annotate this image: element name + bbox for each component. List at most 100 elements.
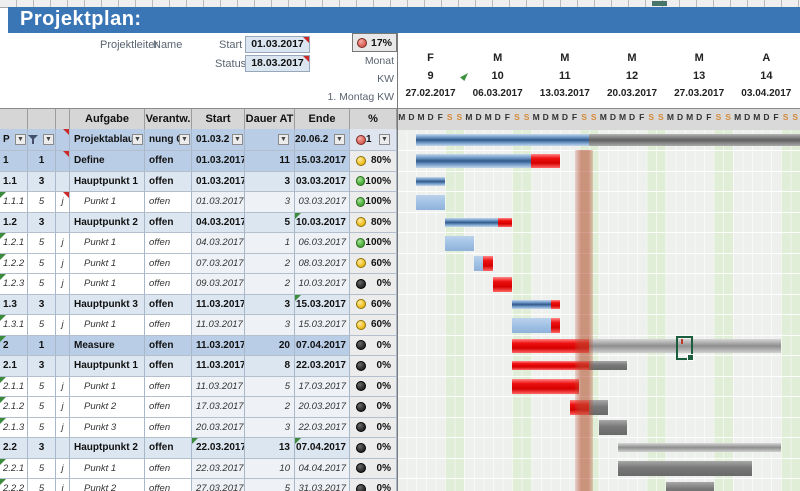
task-id-cell[interactable]: 2.2 — [0, 438, 28, 459]
task-name-cell[interactable]: Hauptpunkt 2 — [70, 212, 145, 233]
task-ende-cell[interactable]: 22.03.2017 — [295, 356, 350, 377]
task-status-cell[interactable]: offen — [145, 356, 192, 377]
filter-dropdown-button[interactable]: ▼ — [278, 134, 289, 145]
task-ende-cell[interactable]: 17.03.2017 — [295, 376, 350, 397]
task-name-cell[interactable]: Hauptpunkt 1 — [70, 171, 145, 192]
task-ende-cell[interactable]: 10.03.2017 — [295, 274, 350, 295]
active-cell-cursor[interactable] — [676, 336, 694, 361]
task-flag-cell[interactable] — [56, 151, 70, 172]
task-prio-cell[interactable]: 5 — [28, 315, 56, 336]
task-name-cell[interactable]: Punkt 1 — [70, 376, 145, 397]
task-flag-cell[interactable]: j — [56, 376, 70, 397]
task-prio-cell[interactable]: 5 — [28, 417, 56, 438]
task-percent-cell[interactable]: 100% — [350, 233, 397, 254]
task-prio-cell[interactable]: 5 — [28, 458, 56, 479]
task-name-cell[interactable]: Punkt 1 — [70, 274, 145, 295]
task-id-cell[interactable]: 1.3 — [0, 294, 28, 315]
task-flag-cell[interactable] — [56, 438, 70, 459]
gantt-row-1.1[interactable] — [397, 172, 800, 192]
task-flag-cell[interactable]: j — [56, 233, 70, 254]
task-prio-cell[interactable]: 3 — [28, 212, 56, 233]
task-name-cell[interactable]: Punkt 1 — [70, 192, 145, 213]
fill-handle[interactable] — [687, 354, 694, 361]
task-dauer-cell[interactable]: 3 — [245, 192, 295, 213]
task-name-cell[interactable]: Hauptpunkt 3 — [70, 294, 145, 315]
task-status-cell[interactable]: offen — [145, 335, 192, 356]
gantt-row-1.2.3[interactable] — [397, 274, 800, 295]
filter-dropdown-button[interactable]: ▼ — [179, 134, 190, 145]
task-percent-cell[interactable]: 0% — [350, 335, 397, 356]
task-start-cell[interactable]: 01.03.2017 — [192, 192, 245, 213]
task-start-cell[interactable]: 22.03.2017 — [192, 458, 245, 479]
task-id-cell[interactable]: 1.2.3 — [0, 274, 28, 295]
task-name-cell[interactable]: Measure — [70, 335, 145, 356]
task-start-cell[interactable]: 11.03.2017 — [192, 356, 245, 377]
task-start-cell[interactable]: 11.03.2017 — [192, 335, 245, 356]
task-prio-cell[interactable]: 5 — [28, 274, 56, 295]
gantt-row-2.1.3[interactable] — [397, 418, 800, 438]
task-dauer-cell[interactable]: 5 — [245, 212, 295, 233]
task-status-cell[interactable]: offen — [145, 315, 192, 336]
gantt-row-1.3.1[interactable] — [397, 315, 800, 336]
task-dauer-cell[interactable]: 11 — [245, 151, 295, 172]
task-id-cell[interactable]: 2.1.3 — [0, 417, 28, 438]
task-prio-cell[interactable]: 5 — [28, 192, 56, 213]
task-prio-cell[interactable]: 5 — [28, 253, 56, 274]
task-status-cell[interactable]: offen — [145, 171, 192, 192]
gantt-row-1[interactable] — [397, 151, 800, 172]
task-id-cell[interactable]: 1.2.1 — [0, 233, 28, 254]
task-flag-cell[interactable]: j — [56, 458, 70, 479]
filter-dropdown-button[interactable]: ▼ — [15, 134, 26, 145]
gantt-row-2[interactable] — [397, 336, 800, 356]
task-ende-cell[interactable]: 07.04.2017 — [295, 438, 350, 459]
task-id-cell[interactable]: 1.2.2 — [0, 253, 28, 274]
task-start-cell[interactable]: 04.03.2017 — [192, 233, 245, 254]
gantt-row-2.1.1[interactable] — [397, 377, 800, 397]
task-status-cell[interactable]: offen — [145, 479, 192, 491]
task-start-cell[interactable]: 17.03.2017 — [192, 397, 245, 418]
task-name-cell[interactable]: Punkt 2 — [70, 397, 145, 418]
task-flag-cell[interactable] — [56, 356, 70, 377]
filter-dropdown-button[interactable]: ▼ — [379, 134, 390, 145]
task-dauer-cell[interactable]: 13 — [245, 438, 295, 459]
filter-dropdown-button[interactable]: ▼ — [232, 134, 243, 145]
task-name-cell[interactable]: Hauptpunkt 1 — [70, 356, 145, 377]
task-percent-cell[interactable]: 60% — [350, 294, 397, 315]
task-prio-cell[interactable]: 3 — [28, 171, 56, 192]
gantt-row-project[interactable] — [397, 129, 800, 151]
task-percent-cell[interactable]: 0% — [350, 274, 397, 295]
task-ende-cell[interactable]: 20.03.2017 — [295, 397, 350, 418]
gantt-row-1.3[interactable] — [397, 295, 800, 315]
gantt-row-2.2[interactable] — [397, 438, 800, 459]
task-id-cell[interactable]: 2.2.1 — [0, 458, 28, 479]
task-ende-cell[interactable]: 15.03.2017 — [295, 151, 350, 172]
task-name-cell[interactable]: Punkt 2 — [70, 479, 145, 491]
task-flag-cell[interactable]: j — [56, 192, 70, 213]
task-flag-cell[interactable]: j — [56, 253, 70, 274]
gantt-row-1.2[interactable] — [397, 213, 800, 233]
gantt-row-2.2.2[interactable] — [397, 479, 800, 491]
gantt-row-1.1.1[interactable] — [397, 192, 800, 213]
task-status-cell[interactable]: offen — [145, 376, 192, 397]
task-percent-cell[interactable]: 60% — [350, 253, 397, 274]
gantt-row-2.2.1[interactable] — [397, 459, 800, 479]
task-percent-cell[interactable]: 80% — [350, 151, 397, 172]
task-ende-cell[interactable]: 10.03.2017 — [295, 212, 350, 233]
task-ende-cell[interactable]: 22.03.2017 — [295, 417, 350, 438]
filter-dropdown-button[interactable]: ▼ — [132, 134, 143, 145]
task-flag-cell[interactable] — [56, 294, 70, 315]
projektleiter-value[interactable]: Name — [153, 39, 183, 51]
task-status-cell[interactable]: offen — [145, 417, 192, 438]
task-percent-cell[interactable]: 0% — [350, 438, 397, 459]
task-prio-cell[interactable]: 5 — [28, 479, 56, 491]
task-flag-cell[interactable]: j — [56, 417, 70, 438]
task-percent-cell[interactable]: 0% — [350, 356, 397, 377]
task-id-cell[interactable]: 1 — [0, 151, 28, 172]
task-prio-cell[interactable]: 1 — [28, 151, 56, 172]
task-status-cell[interactable]: offen — [145, 233, 192, 254]
task-dauer-cell[interactable]: 3 — [245, 294, 295, 315]
task-flag-cell[interactable] — [56, 212, 70, 233]
task-start-cell[interactable]: 09.03.2017 — [192, 274, 245, 295]
task-name-cell[interactable]: Punkt 1 — [70, 315, 145, 336]
task-id-cell[interactable]: 2.1.1 — [0, 376, 28, 397]
